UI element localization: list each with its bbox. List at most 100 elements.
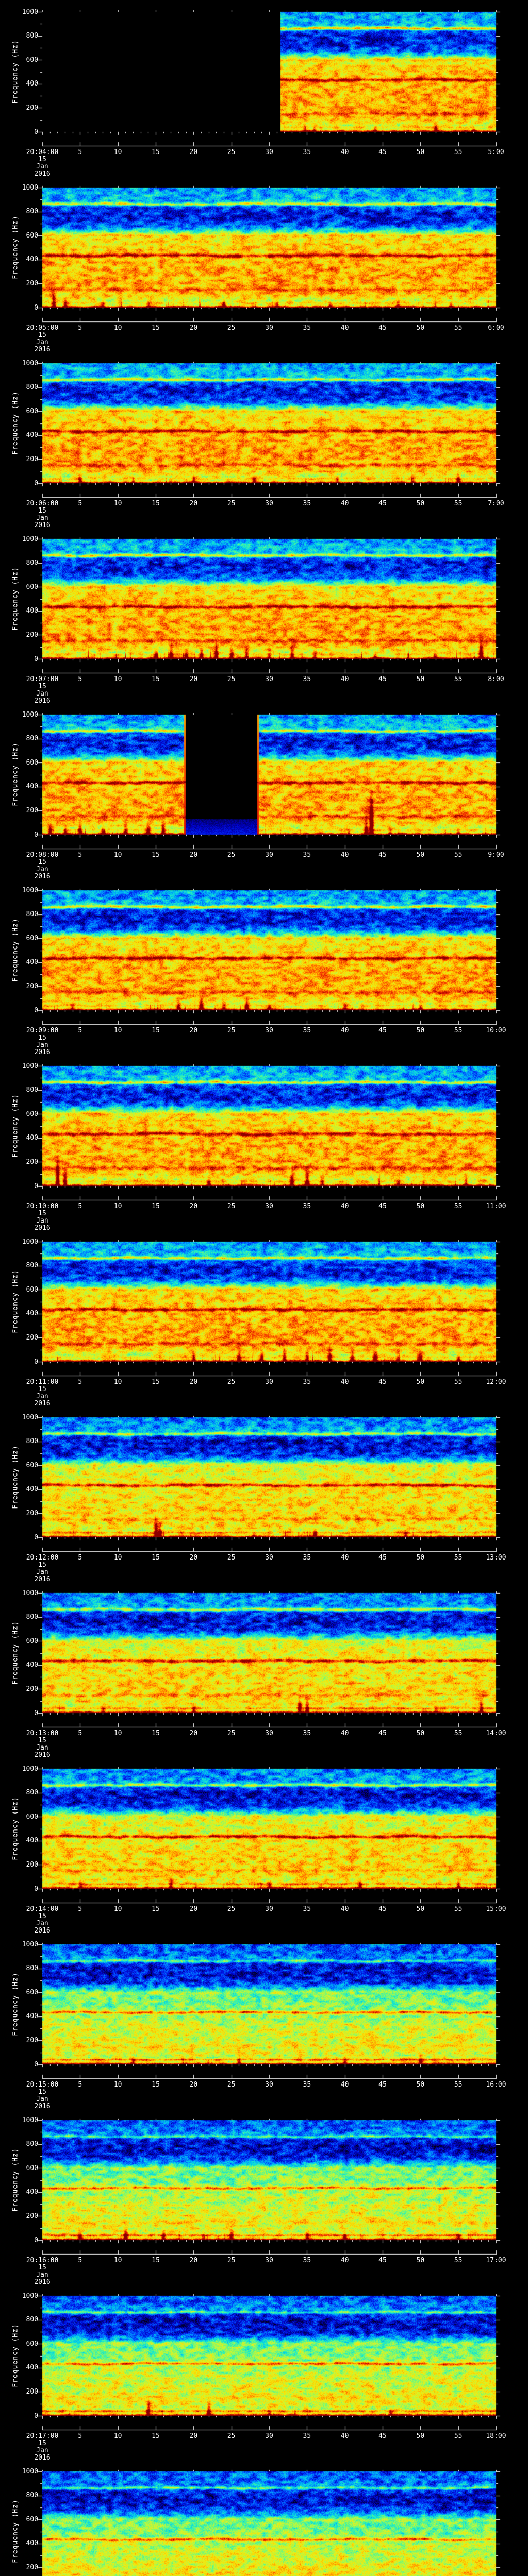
x-axis-start-time: 20:12:00 bbox=[26, 1554, 59, 1562]
y-tick-label: 400 bbox=[26, 1837, 38, 1845]
y-tick-label: 1000 bbox=[22, 2292, 38, 2300]
y-tick-label: 800 bbox=[26, 1437, 38, 1446]
x-axis-end-time: 5:00 bbox=[488, 148, 504, 156]
y-tick-label: 400 bbox=[26, 1134, 38, 1142]
x-tick-label: 5 bbox=[78, 2432, 82, 2440]
y-axis-label: Frequency (Hz) bbox=[11, 215, 20, 279]
spectrogram-canvas bbox=[0, 351, 528, 527]
x-tick-label: 50 bbox=[416, 1905, 425, 1913]
y-axis-label: Frequency (Hz) bbox=[11, 2324, 20, 2387]
y-axis-label: Frequency (Hz) bbox=[11, 40, 20, 104]
y-tick-label: 600 bbox=[26, 407, 38, 415]
y-tick-label: 1000 bbox=[22, 535, 38, 543]
x-axis-end-time: 12:00 bbox=[486, 1378, 506, 1386]
x-tick-label: 10 bbox=[113, 1378, 122, 1386]
x-tick-label: 35 bbox=[303, 2081, 311, 2089]
x-axis-date-line: 2016 bbox=[34, 346, 51, 353]
x-tick-label: 45 bbox=[378, 1905, 387, 1913]
x-axis-start-time: 20:13:00 bbox=[26, 1730, 59, 1737]
x-tick-label: 15 bbox=[152, 2081, 160, 2089]
x-tick-label: 30 bbox=[265, 1905, 273, 1913]
y-tick-label: 200 bbox=[26, 806, 38, 815]
x-tick-label: 20 bbox=[189, 324, 198, 332]
y-tick-label: 200 bbox=[26, 1860, 38, 1869]
x-tick-label: 35 bbox=[303, 1202, 311, 1210]
x-tick-label: 20 bbox=[189, 675, 198, 683]
x-tick-label: 40 bbox=[340, 500, 349, 507]
x-tick-label: 40 bbox=[340, 1554, 349, 1562]
x-axis-date-line: 2016 bbox=[34, 1575, 51, 1583]
x-axis-date-line: 15 bbox=[38, 507, 46, 515]
x-tick-label: 35 bbox=[303, 1554, 311, 1562]
x-axis-date-line: Jan bbox=[36, 338, 48, 346]
x-tick-label: 45 bbox=[378, 1202, 387, 1210]
y-tick-label: 400 bbox=[26, 2539, 38, 2548]
x-tick-label: 30 bbox=[265, 2081, 273, 2089]
x-axis-date-line: Jan bbox=[36, 2095, 48, 2103]
x-tick-label: 40 bbox=[340, 1027, 349, 1035]
y-tick-label: 200 bbox=[26, 2036, 38, 2044]
y-tick-label: 0 bbox=[34, 655, 38, 663]
y-tick-label: 0 bbox=[34, 831, 38, 839]
x-tick-label: 50 bbox=[416, 148, 425, 156]
x-tick-label: 30 bbox=[265, 675, 273, 683]
x-tick-label: 30 bbox=[265, 2432, 273, 2440]
x-tick-label: 35 bbox=[303, 500, 311, 507]
x-tick-label: 15 bbox=[152, 1554, 160, 1562]
x-axis-start-time: 20:17:00 bbox=[26, 2432, 59, 2440]
x-tick-label: 50 bbox=[416, 1027, 425, 1035]
x-axis-date-line: Jan bbox=[36, 1744, 48, 1752]
y-axis-label: Frequency (Hz) bbox=[11, 918, 20, 982]
x-tick-label: 30 bbox=[265, 1730, 273, 1737]
y-tick-label: 600 bbox=[26, 1285, 38, 1294]
y-tick-label: 400 bbox=[26, 431, 38, 439]
y-tick-label: 600 bbox=[26, 583, 38, 591]
y-tick-label: 400 bbox=[26, 783, 38, 791]
x-tick-label: 15 bbox=[152, 675, 160, 683]
x-tick-label: 50 bbox=[416, 1378, 425, 1386]
y-tick-label: 1000 bbox=[22, 886, 38, 894]
x-tick-label: 45 bbox=[378, 1554, 387, 1562]
x-axis-end-time: 11:00 bbox=[486, 1202, 506, 1210]
x-tick-label: 55 bbox=[454, 1554, 463, 1562]
x-tick-label: 35 bbox=[303, 675, 311, 683]
x-tick-label: 25 bbox=[227, 1554, 236, 1562]
x-tick-label: 20 bbox=[189, 1378, 198, 1386]
spectrogram-panel: Frequency (Hz) 1000 800 600 400 200 0 20:10:00 5… bbox=[0, 1054, 528, 1231]
y-tick-label: 0 bbox=[34, 1709, 38, 1717]
x-tick-label: 55 bbox=[454, 1905, 463, 1913]
spectrogram-canvas bbox=[0, 527, 528, 703]
x-tick-label: 55 bbox=[454, 851, 463, 859]
x-tick-label: 45 bbox=[378, 2432, 387, 2440]
x-tick-label: 40 bbox=[340, 2257, 349, 2264]
y-tick-label: 200 bbox=[26, 1333, 38, 1342]
x-axis-date-line: 2016 bbox=[34, 1751, 51, 1759]
x-axis-date-line: 15 bbox=[38, 1561, 46, 1569]
x-tick-label: 25 bbox=[227, 500, 236, 507]
y-tick-label: 0 bbox=[34, 1358, 38, 1366]
x-tick-label: 25 bbox=[227, 1905, 236, 1913]
y-axis-label: Frequency (Hz) bbox=[11, 567, 20, 631]
x-tick-label: 25 bbox=[227, 851, 236, 859]
y-tick-label: 800 bbox=[26, 1613, 38, 1621]
x-tick-label: 25 bbox=[227, 2257, 236, 2264]
x-axis-date-line: Jan bbox=[36, 866, 48, 873]
x-tick-label: 40 bbox=[340, 2432, 349, 2440]
x-tick-label: 20 bbox=[189, 1202, 198, 1210]
y-tick-label: 200 bbox=[26, 279, 38, 287]
x-axis-date-line: 15 bbox=[38, 331, 46, 339]
x-tick-label: 25 bbox=[227, 2081, 236, 2089]
x-tick-label: 40 bbox=[340, 851, 349, 859]
x-tick-label: 55 bbox=[454, 1378, 463, 1386]
x-tick-label: 35 bbox=[303, 148, 311, 156]
x-tick-label: 30 bbox=[265, 851, 273, 859]
y-tick-label: 1000 bbox=[22, 1765, 38, 1773]
x-axis-end-time: 15:00 bbox=[486, 1905, 506, 1913]
x-tick-label: 15 bbox=[152, 2432, 160, 2440]
y-tick-label: 800 bbox=[26, 910, 38, 919]
y-axis-label: Frequency (Hz) bbox=[11, 2148, 20, 2212]
x-tick-label: 35 bbox=[303, 851, 311, 859]
x-axis-start-time: 20:14:00 bbox=[26, 1905, 59, 1913]
x-tick-label: 30 bbox=[265, 500, 273, 507]
x-tick-label: 45 bbox=[378, 2257, 387, 2264]
